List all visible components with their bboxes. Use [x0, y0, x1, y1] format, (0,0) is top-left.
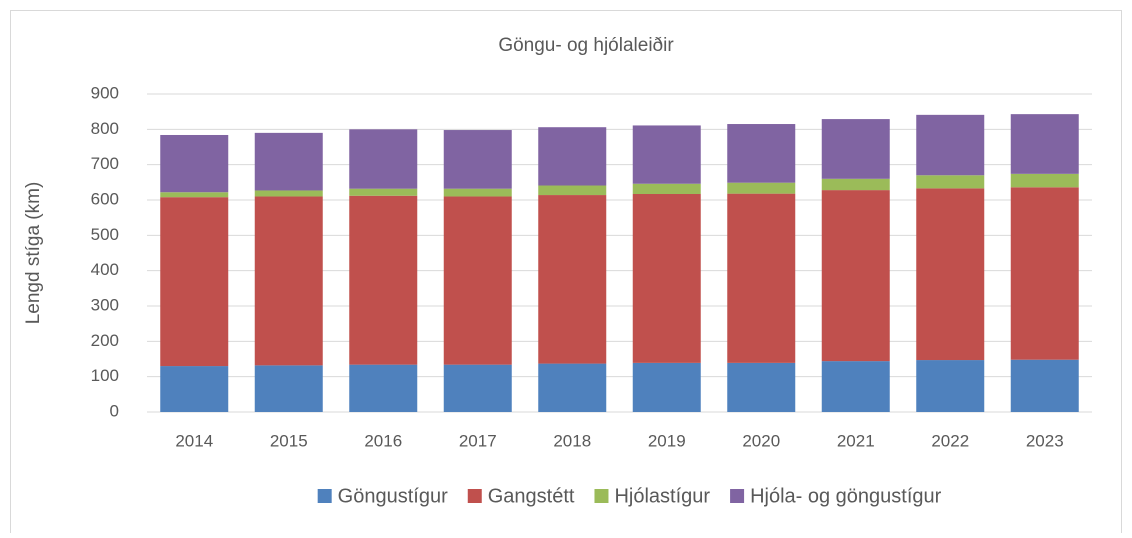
bar-segment: [349, 188, 418, 196]
chart-title: Göngu- og hjólaleiðir: [498, 35, 674, 56]
y-tick-label: 600: [91, 189, 119, 208]
legend-swatch: [730, 489, 745, 503]
bar-segment: [443, 130, 512, 189]
legend-label: Hjólastígur: [614, 485, 710, 507]
bar-segment: [916, 175, 985, 189]
y-tick-label: 800: [91, 119, 119, 138]
y-tick-label: 100: [91, 366, 119, 385]
bar-segment: [821, 119, 890, 179]
x-tick-label: 2015: [270, 431, 308, 450]
y-tick-label: 500: [91, 225, 119, 244]
bar-segment: [254, 132, 323, 191]
bar-segment: [1010, 114, 1079, 174]
bar-segment: [632, 183, 701, 194]
legend-swatch: [594, 489, 609, 503]
bar-segment: [916, 188, 985, 361]
bar-segment: [538, 127, 607, 186]
y-tick-label: 200: [91, 331, 119, 350]
bar-segment: [916, 360, 985, 412]
bar-segment: [443, 364, 512, 412]
bar-segment: [727, 193, 796, 363]
bar-segment: [1010, 187, 1079, 360]
x-tick-label: 2018: [553, 431, 591, 450]
x-tick-label: 2014: [175, 431, 213, 450]
x-tick-label: 2020: [742, 431, 780, 450]
bar-segment: [538, 185, 607, 196]
x-tick-label: 2021: [837, 431, 875, 450]
bar-segment: [160, 192, 229, 198]
x-tick-label: 2016: [364, 431, 402, 450]
bar-segment: [821, 361, 890, 412]
bar-segment: [538, 363, 607, 412]
legend-label: Hjóla- og göngustígur: [750, 485, 942, 507]
bar-segment: [727, 124, 796, 183]
bar-segment: [632, 362, 701, 412]
bar-segment: [160, 134, 229, 193]
bar-segment: [349, 195, 418, 365]
bar-segment: [254, 196, 323, 366]
bar-segment: [821, 190, 890, 362]
bar-segment: [632, 193, 701, 363]
x-tick-label: 2019: [648, 431, 686, 450]
x-tick-label: 2017: [459, 431, 497, 450]
y-axis-label: Lengd stíga (km): [23, 182, 44, 325]
x-tick-label: 2023: [1026, 431, 1064, 450]
y-tick-label: 300: [91, 295, 119, 314]
bar-segment: [1010, 359, 1079, 412]
bar-segment: [632, 125, 701, 184]
bar-segment: [349, 364, 418, 412]
y-tick-label: 0: [110, 401, 119, 420]
bar-segment: [160, 366, 229, 412]
bar-segment: [349, 129, 418, 189]
legend-label: Gangstétt: [488, 485, 575, 507]
legend-label: Göngustígur: [338, 485, 448, 507]
bar-segment: [254, 365, 323, 412]
bar-segment: [538, 195, 607, 364]
legend-swatch: [467, 489, 482, 503]
y-tick-label: 900: [91, 83, 119, 102]
bar-segment: [727, 362, 796, 412]
y-tick-label: 400: [91, 260, 119, 279]
bar-segment: [916, 114, 985, 176]
x-tick-label: 2022: [931, 431, 969, 450]
bar-segment: [443, 188, 512, 197]
bar-segment: [160, 197, 229, 367]
bar-segment: [727, 182, 796, 194]
bar-segment: [443, 196, 512, 365]
bar-segment: [254, 190, 323, 197]
bar-segment: [1010, 173, 1079, 188]
bar-segment: [821, 178, 890, 191]
legend-swatch: [317, 489, 332, 503]
y-tick-label: 700: [91, 154, 119, 173]
